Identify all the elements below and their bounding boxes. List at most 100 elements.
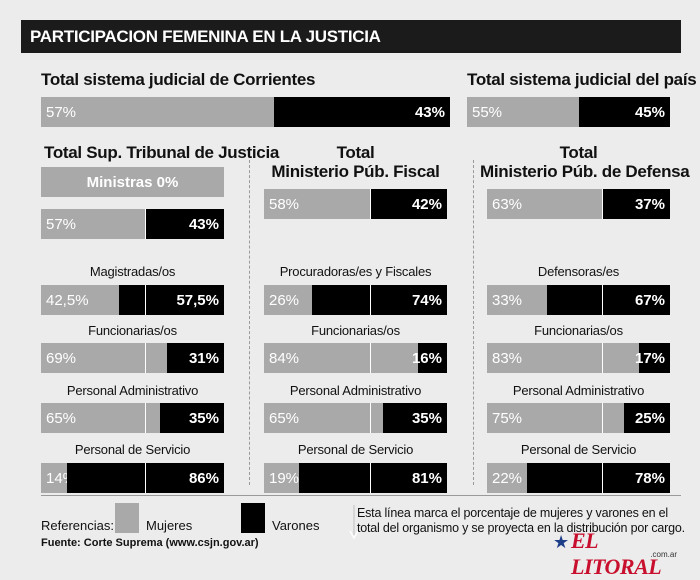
bar-fiscal-3-mujeres-label: 65% — [269, 409, 300, 427]
bar-fiscal-4-projection-line — [370, 463, 372, 493]
legend-note-line2: total del organismo y se proyecta en la … — [357, 521, 685, 535]
bar-stj-1-projection-line — [145, 285, 147, 315]
bar-defensa-0-mujeres-segment: 63% — [487, 189, 603, 219]
bar-fiscal-0-varones-label: 42% — [411, 195, 442, 213]
category-label-stj-1: Magistradas/os — [89, 264, 176, 279]
bar-defensa-3: 75% 25% — [487, 403, 670, 433]
bar-defensa-1-mujeres-label: 33% — [492, 291, 523, 309]
bar-fiscal-3: 65% 35% — [264, 403, 447, 433]
legend-label-varones: Varones — [272, 518, 320, 533]
bar-defensa-4: 22% 78% — [487, 463, 670, 493]
bar-defensa-2-varones-label: 17% — [634, 349, 665, 367]
bar-pais-varones-label: 45% — [634, 103, 665, 121]
category-label-stj-4: Personal de Servicio — [74, 442, 191, 457]
category-label-fiscal-2: Funcionarias/os — [311, 323, 400, 338]
legend-title: Referencias: — [41, 518, 114, 533]
bar-defensa-1-mujeres-segment: 33% — [487, 285, 548, 315]
legend-divider — [41, 495, 681, 496]
bar-corrientes: 57% 43% — [41, 97, 450, 127]
ministras-bar: Ministras 0% — [41, 167, 224, 197]
bar-stj-1-varones-label: 57,5% — [176, 291, 219, 309]
bar-fiscal-2-mujeres-label: 84% — [269, 349, 300, 367]
category-label-defensa-1: Defensoras/es — [537, 264, 620, 279]
bar-defensa-2-mujeres-segment: 83% — [487, 343, 639, 373]
bar-corrientes-varones-segment: 43% — [274, 97, 450, 127]
bar-defensa-4-projection-line — [602, 463, 604, 493]
bar-stj-0: 57% 43% — [41, 209, 224, 239]
category-label-defensa-3: Personal Administrativo — [512, 383, 645, 398]
bar-stj-2-mujeres-segment: 69% — [41, 343, 168, 373]
bar-fiscal-4-varones-segment: 81% — [298, 463, 447, 493]
bar-defensa-2-varones-segment: 17% — [635, 343, 670, 373]
bar-stj-4-projection-line — [145, 463, 147, 493]
bar-pais-varones-segment: 45% — [578, 97, 670, 127]
heading-fiscal-line2: Ministerio Púb. Fiscal — [271, 162, 440, 181]
bar-fiscal-2: 84% 16% — [264, 343, 447, 373]
bar-defensa-0-projection-line — [602, 189, 604, 219]
bar-defensa-4-varones-segment: 78% — [527, 463, 670, 493]
bar-defensa-3-mujeres-segment: 75% — [487, 403, 625, 433]
bar-defensa-4-varones-label: 78% — [634, 469, 665, 487]
bar-stj-3-varones-label: 35% — [188, 409, 219, 427]
bar-fiscal-1-projection-line — [370, 285, 372, 315]
bar-fiscal-2-varones-segment: 16% — [412, 343, 447, 373]
bar-fiscal-0-projection-line — [370, 189, 372, 219]
bar-stj-0-projection-line — [145, 209, 147, 239]
bar-defensa-1-varones-label: 67% — [634, 291, 665, 309]
bar-fiscal-0: 58% 42% — [264, 189, 447, 219]
bar-stj-3-mujeres-label: 65% — [46, 409, 77, 427]
bar-stj-2-mujeres-label: 69% — [46, 349, 77, 367]
bar-stj-1-varones-segment: 57,5% — [118, 285, 224, 315]
bar-fiscal-0-mujeres-label: 58% — [269, 195, 300, 213]
bar-defensa-0: 63% 37% — [487, 189, 670, 219]
bar-corrientes-mujeres-label: 57% — [46, 103, 77, 121]
bar-stj-3-mujeres-segment: 65% — [41, 403, 160, 433]
bar-fiscal-0-mujeres-segment: 58% — [264, 189, 371, 219]
bar-defensa-0-varones-label: 37% — [634, 195, 665, 213]
bar-defensa-0-varones-segment: 37% — [602, 189, 670, 219]
bar-fiscal-3-varones-segment: 35% — [382, 403, 447, 433]
bar-stj-2: 69% 31% — [41, 343, 224, 373]
bar-fiscal-3-mujeres-segment: 65% — [264, 403, 383, 433]
bar-defensa-4-mujeres-label: 22% — [492, 469, 523, 487]
bar-stj-2-varones-segment: 31% — [167, 343, 224, 373]
bar-stj-4-mujeres-segment: 14% — [41, 463, 76, 493]
category-label-defensa-4: Personal de Servicio — [520, 442, 637, 457]
bar-fiscal-2-mujeres-segment: 84% — [264, 343, 418, 373]
legend-note-line1: Esta línea marca el porcentaje de mujere… — [357, 506, 668, 520]
bar-fiscal-1-mujeres-segment: 26% — [264, 285, 312, 315]
bar-stj-2-projection-line — [145, 343, 147, 373]
bar-pais: 55% 45% — [467, 97, 670, 127]
bar-defensa-2-projection-line — [602, 343, 604, 373]
logo-subtext: .com.ar — [650, 550, 677, 559]
column-divider — [249, 160, 250, 485]
el-litoral-logo: ★ EL LITORAL .com.ar — [553, 528, 681, 579]
bar-defensa-3-projection-line — [602, 403, 604, 433]
bar-fiscal-1: 26% 74% — [264, 285, 447, 315]
bar-defensa-1-varones-segment: 67% — [547, 285, 670, 315]
category-label-fiscal-3: Personal Administrativo — [289, 383, 422, 398]
bar-fiscal-4-mujeres-segment: 19% — [264, 463, 299, 493]
heading-pais: Total sistema judicial del país — [467, 70, 697, 89]
bar-fiscal-4-varones-label: 81% — [411, 469, 442, 487]
bar-stj-1: 42,5% 57,5% — [41, 285, 224, 315]
category-label-defensa-2: Funcionarias/os — [534, 323, 623, 338]
bar-stj-3: 65% 35% — [41, 403, 224, 433]
bar-fiscal-4-mujeres-label: 19% — [269, 469, 300, 487]
bar-fiscal-0-varones-segment: 42% — [370, 189, 447, 219]
bar-fiscal-1-mujeres-label: 26% — [269, 291, 300, 309]
bar-stj-1-mujeres-segment: 42,5% — [41, 285, 119, 315]
bar-fiscal-2-varones-label: 16% — [411, 349, 442, 367]
bar-stj-0-mujeres-label: 57% — [46, 215, 77, 233]
bar-pais-mujeres-label: 55% — [472, 103, 503, 121]
bar-fiscal-2-projection-line — [370, 343, 372, 373]
category-label-stj-3: Personal Administrativo — [66, 383, 199, 398]
bar-fiscal-1-varones-segment: 74% — [311, 285, 447, 315]
legend-swatch-mujeres — [115, 503, 139, 533]
bar-stj-4: 14% 86% — [41, 463, 224, 493]
legend-label-mujeres: Mujeres — [146, 518, 193, 533]
bar-fiscal-4: 19% 81% — [264, 463, 447, 493]
bar-defensa-0-mujeres-label: 63% — [492, 195, 523, 213]
bar-corrientes-mujeres-segment: 57% — [41, 97, 275, 127]
legend-swatch-varones — [241, 503, 265, 533]
